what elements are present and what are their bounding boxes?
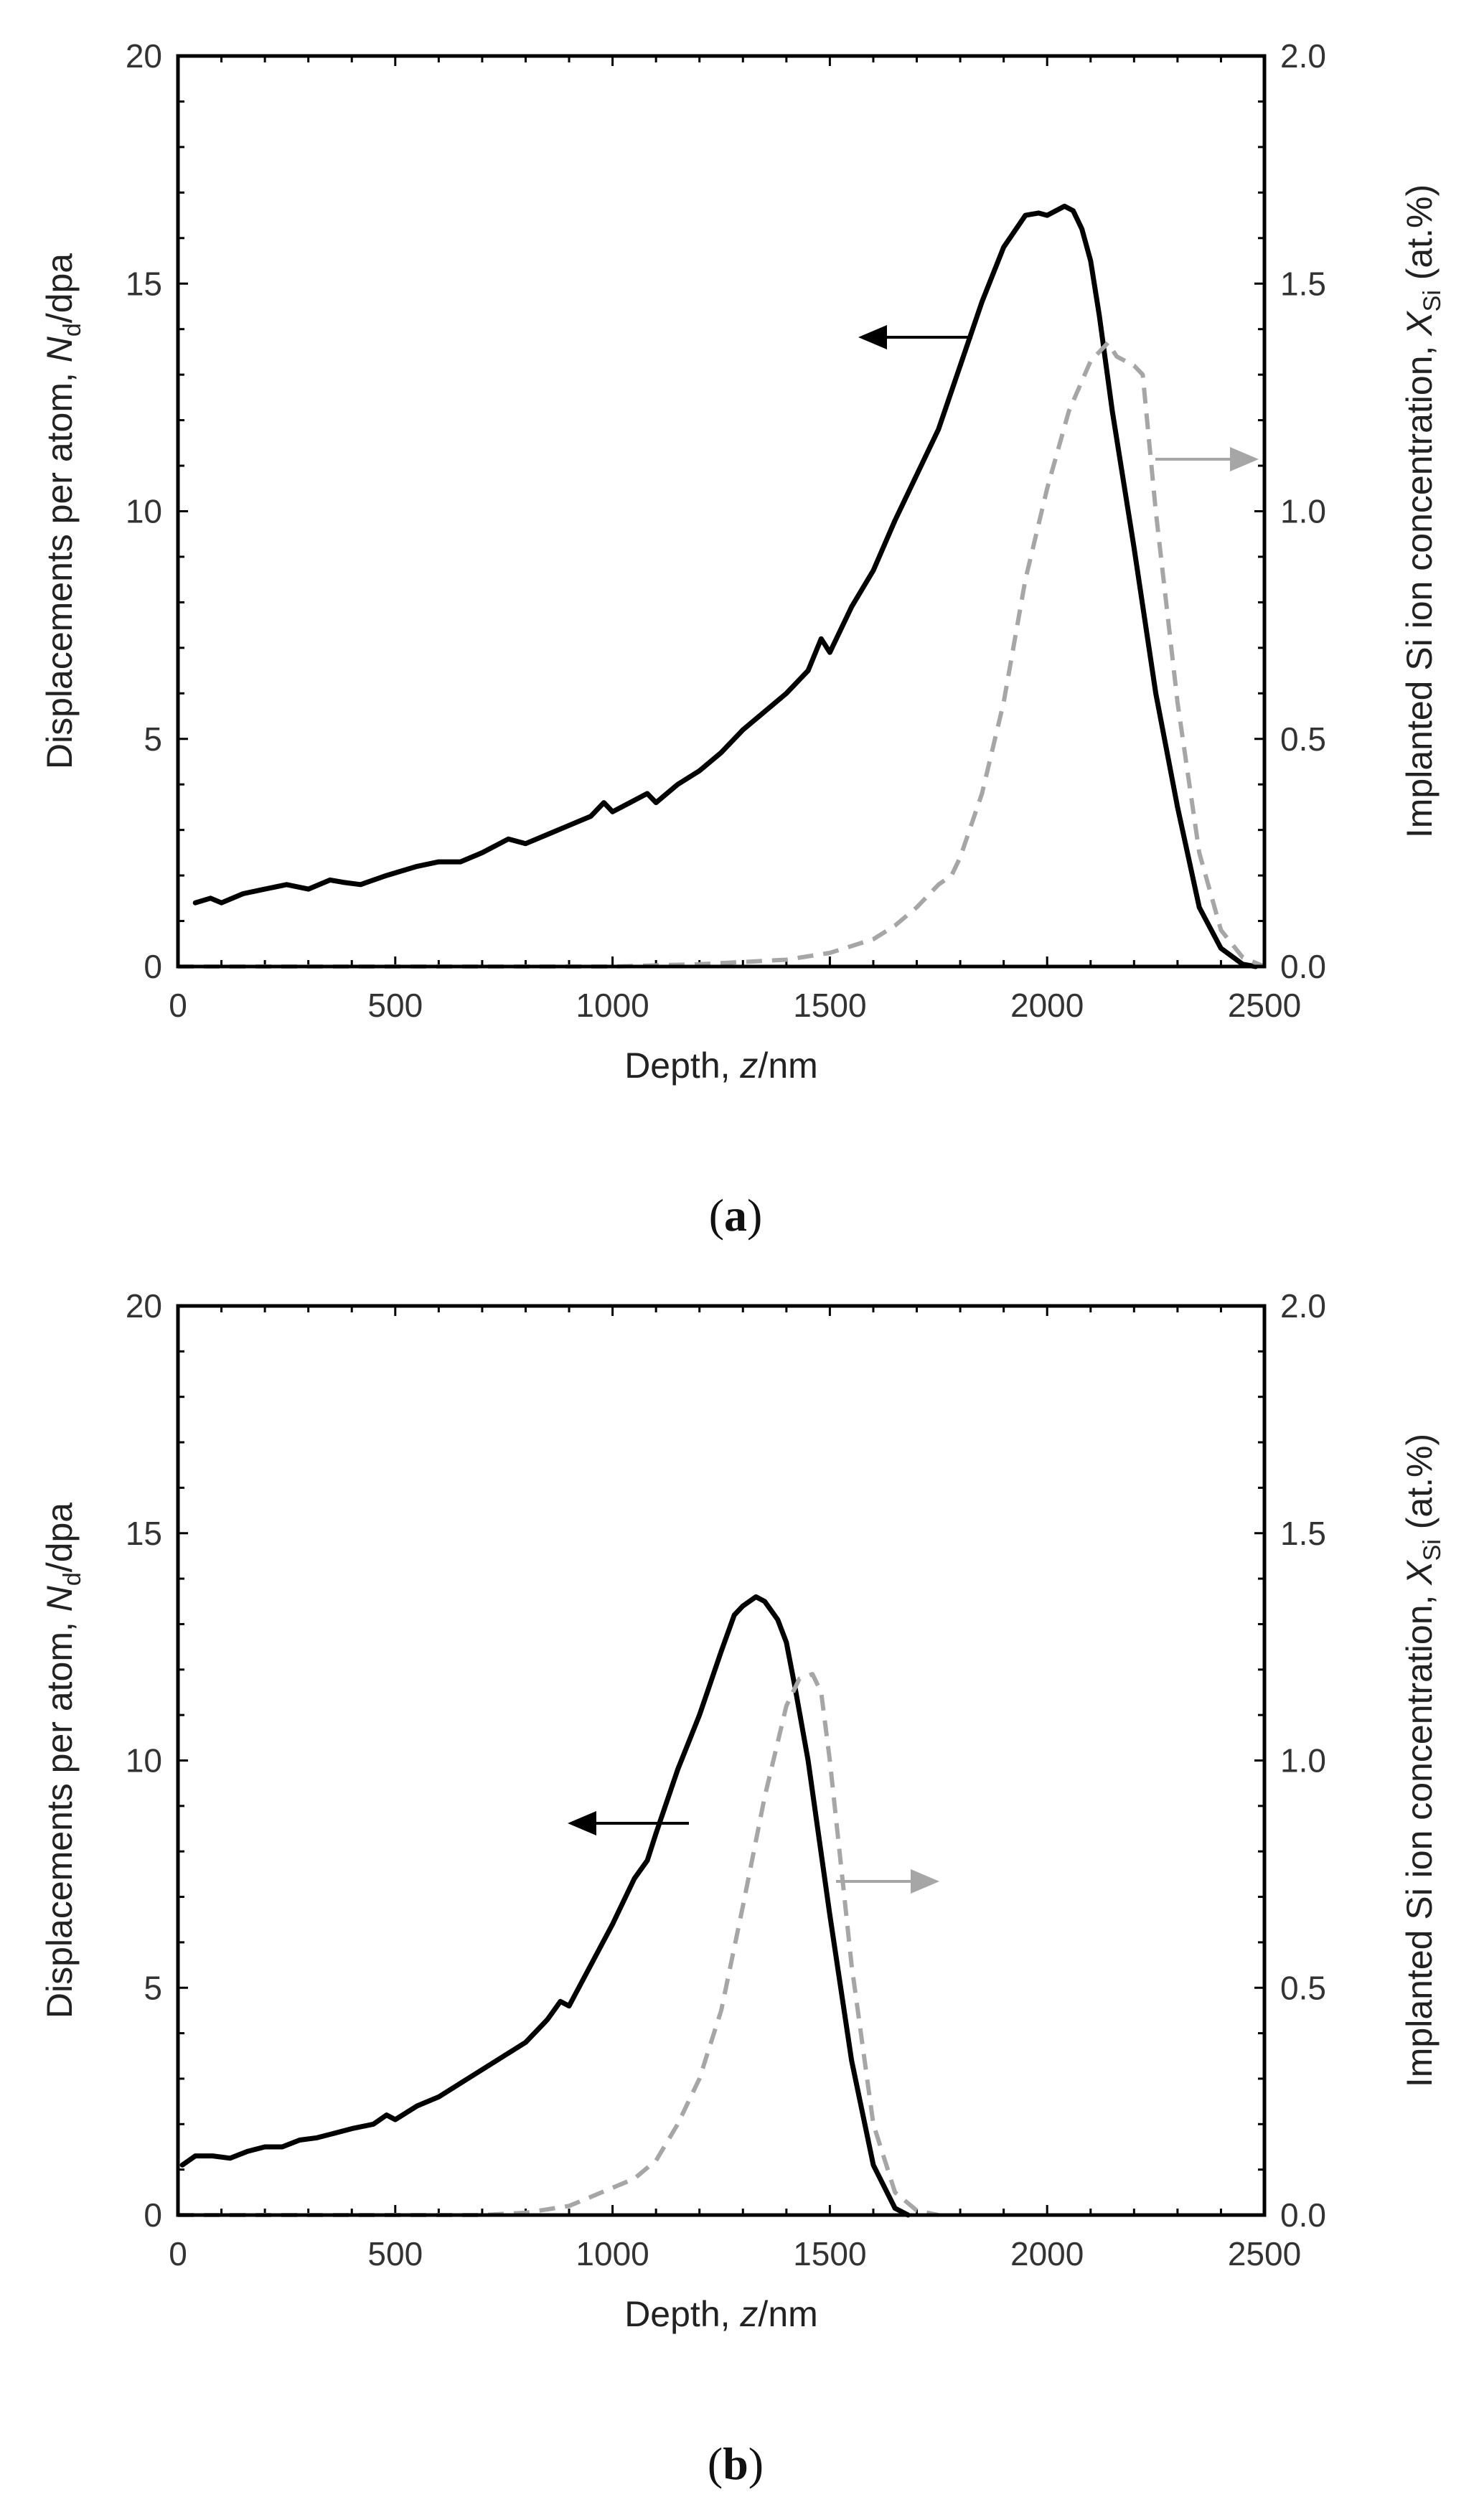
- x-tick-label: 500: [367, 2235, 423, 2272]
- x-tick-label: 0: [169, 987, 187, 1024]
- y2-tick-label: 0.5: [1280, 720, 1326, 758]
- y-tick-label: 15: [126, 1515, 162, 1552]
- y-axis-title: Displacements per atom, Nd/dpa: [39, 1503, 86, 2018]
- y2-tick-label: 1.5: [1280, 265, 1326, 302]
- y-tick-label: 10: [126, 1742, 162, 1779]
- x-tick-label: 1000: [576, 987, 649, 1024]
- x-tick-label: 1500: [793, 987, 866, 1024]
- y2-tick-label: 2.0: [1280, 37, 1326, 75]
- x-axis-title: Depth, z/nm: [624, 1045, 818, 1086]
- x-axis-title: Depth, z/nm: [624, 2294, 818, 2334]
- y-tick-label: 20: [126, 1287, 162, 1325]
- x-tick-label: 2500: [1228, 2235, 1301, 2272]
- plot-frame: [176, 54, 1267, 969]
- series-line-dpa: [179, 1594, 911, 2218]
- x-tick-label: 0: [169, 2235, 187, 2272]
- panel-caption: (b): [708, 2438, 764, 2489]
- y-tick-label: 0: [144, 948, 162, 985]
- arrow-head-icon: [858, 325, 887, 349]
- y2-tick-label: 2.0: [1280, 1287, 1326, 1325]
- chart-panel-a: 0 500 1000 1500 2000 2500 0 5 10 15 20 0.0 0.5 1.0 1.5…: [39, 37, 1446, 1241]
- y2-axis-title: Implanted Si ion concentration, XSi (at.…: [1399, 184, 1446, 838]
- x-tick-label: 500: [367, 987, 423, 1024]
- panel-caption: (a): [709, 1190, 763, 1241]
- series-line-si-concentration: [178, 1672, 939, 2217]
- x-tick-label: 2000: [1010, 987, 1084, 1024]
- y-tick-label: 5: [144, 720, 162, 758]
- series-line-dpa: [192, 203, 1259, 969]
- arrow-head-icon: [911, 1869, 939, 1894]
- y2-tick-label: 0.0: [1280, 948, 1326, 985]
- x-tick-label: 1000: [576, 2235, 649, 2272]
- y2-axis-title: Implanted Si ion concentration, XSi (at.…: [1399, 1434, 1446, 2087]
- x-tick-label: 2500: [1228, 987, 1301, 1024]
- y2-tick-label: 1.0: [1280, 493, 1326, 530]
- arrow-head-icon: [568, 1811, 596, 1835]
- x-tick-label: 2000: [1010, 2235, 1084, 2272]
- y-tick-label: 20: [126, 37, 162, 75]
- y-tick-label: 5: [144, 1969, 162, 2006]
- chart-panel-b: 0 500 1000 1500 2000 2500 0 5 10 15 20 0.0 0.5 1.0 1.5…: [39, 1287, 1446, 2489]
- x-tick-label: 1500: [793, 2235, 866, 2272]
- series-line-si-concentration: [178, 340, 1266, 969]
- plot-frame: [176, 1304, 1267, 2217]
- y-axis-title: Displacements per atom, Nd/dpa: [39, 253, 86, 769]
- minor-ticks: [177, 55, 1266, 968]
- y-tick-label: 0: [144, 2196, 162, 2234]
- arrow-head-icon: [1230, 447, 1259, 471]
- y2-tick-label: 0.5: [1280, 1969, 1326, 2006]
- y2-tick-label: 0.0: [1280, 2196, 1326, 2234]
- y-tick-label: 15: [126, 265, 162, 302]
- y2-tick-label: 1.0: [1280, 1742, 1326, 1779]
- y2-tick-label: 1.5: [1280, 1515, 1326, 1552]
- minor-ticks: [177, 1304, 1266, 2216]
- y-tick-label: 10: [126, 493, 162, 530]
